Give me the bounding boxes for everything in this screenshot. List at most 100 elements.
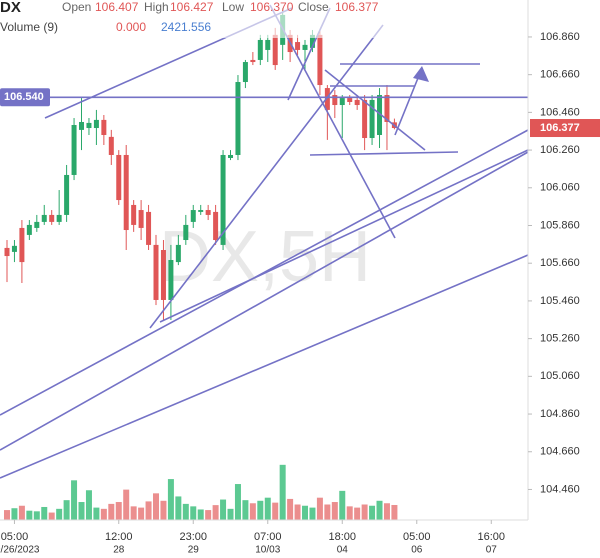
volume-bar: [242, 500, 249, 520]
legend: DX Open 106.407 High 106.427 Low 106.370…: [0, 0, 390, 38]
volume-bar: [78, 502, 85, 520]
legend-label: Close: [298, 0, 329, 14]
volume-bar: [167, 479, 174, 520]
volume-bar: [369, 505, 376, 520]
x-tick-date: 09/26/2023: [0, 545, 40, 556]
volume-bar: [33, 511, 40, 520]
y-tick-label: 106.060: [540, 182, 580, 194]
candle-body: [369, 99, 375, 139]
candle-body: [384, 95, 390, 122]
volume-bar: [63, 500, 70, 520]
candle-body: [272, 34, 278, 66]
volume-bar: [346, 506, 353, 520]
candle-body: [250, 59, 256, 63]
y-tick-label: 106.860: [540, 31, 580, 43]
volume-bar: [93, 507, 100, 520]
candle-body: [332, 95, 338, 106]
candle-body: [168, 260, 174, 300]
candle-body: [377, 95, 383, 135]
candle-body: [131, 204, 137, 225]
candle-body: [295, 42, 301, 50]
candle-body: [108, 136, 114, 155]
candle-body: [26, 224, 32, 235]
last-price-tag: [530, 119, 600, 138]
x-tick-label: 18:00: [328, 531, 356, 543]
volume-bar: [123, 489, 130, 520]
volume-bar: [249, 503, 256, 520]
candle-body: [86, 122, 92, 129]
volume-bar: [130, 506, 137, 520]
candle-body: [205, 210, 211, 215]
volume-bar: [227, 508, 234, 520]
volume-bar: [361, 504, 368, 520]
volume-bar: [376, 500, 383, 520]
trend-line: [149, 24, 384, 329]
candle-body: [347, 98, 353, 103]
x-tick-date: 06: [411, 545, 423, 556]
x-tick-date: 10/03: [255, 545, 280, 556]
candle-body: [324, 88, 330, 110]
volume-bar: [302, 505, 309, 520]
candle-body: [242, 62, 248, 83]
candle-body: [64, 174, 70, 215]
y-tick-label: 105.460: [540, 295, 580, 307]
candle-body: [309, 34, 315, 48]
candle-body: [56, 214, 62, 222]
candle-body: [160, 250, 166, 300]
volume-bar: [331, 502, 338, 520]
candle-body: [198, 210, 204, 212]
candle-body: [257, 39, 263, 60]
candle-body: [71, 125, 77, 175]
x-tick-label: 23:00: [179, 531, 207, 543]
legend-value: 106.377: [335, 0, 379, 14]
trend-line: [324, 69, 426, 151]
volume-bar: [71, 480, 78, 520]
price-axis-bg: [528, 0, 600, 558]
volume-bar: [26, 510, 33, 520]
volume-bar: [100, 508, 107, 520]
legend-value: 106.427: [170, 0, 214, 14]
trend-line: [0, 151, 529, 451]
candle-body: [146, 211, 152, 245]
last-price-label: 106.377: [540, 122, 580, 134]
volume-bar: [175, 496, 182, 520]
trend-line: [269, 4, 396, 239]
candle-body: [339, 98, 345, 106]
arrow-shaft: [394, 77, 419, 136]
candle-body: [34, 221, 40, 228]
volume-bar: [220, 499, 227, 520]
y-tick-label: 105.660: [540, 257, 580, 269]
y-tick-label: 104.460: [540, 483, 580, 495]
candle-body: [93, 119, 99, 129]
volume-bar: [108, 503, 115, 520]
candle-body: [11, 245, 17, 252]
y-tick-label: 105.260: [540, 333, 580, 345]
volume-bar: [160, 500, 167, 520]
candle-body: [41, 214, 47, 222]
volume-bar: [138, 507, 145, 520]
y-tick-label: 104.860: [540, 408, 580, 420]
volume-bar: [279, 464, 286, 520]
volume-bar: [324, 504, 331, 520]
x-tick-label: 12:00: [105, 531, 133, 543]
volume-bar: [354, 507, 361, 520]
legend-value: 106.370: [250, 0, 294, 14]
candle-body: [190, 210, 196, 222]
volume-bar: [182, 503, 189, 520]
candle-body: [235, 82, 241, 155]
y-tick-label: 106.260: [540, 144, 580, 156]
candle-body: [220, 154, 226, 245]
legend-label: Open: [62, 0, 91, 14]
candle-body: [79, 121, 85, 130]
volume-bar: [383, 503, 390, 520]
volume-bar: [294, 504, 301, 520]
volume-bar: [272, 502, 279, 520]
volume-bar: [197, 509, 204, 520]
price-line-label: 106.540: [4, 91, 44, 103]
y-tick-label: 106.460: [540, 106, 580, 118]
legend-value: 106.407: [95, 0, 139, 14]
x-tick-date: 29: [188, 545, 200, 556]
volume-bar: [41, 506, 48, 520]
